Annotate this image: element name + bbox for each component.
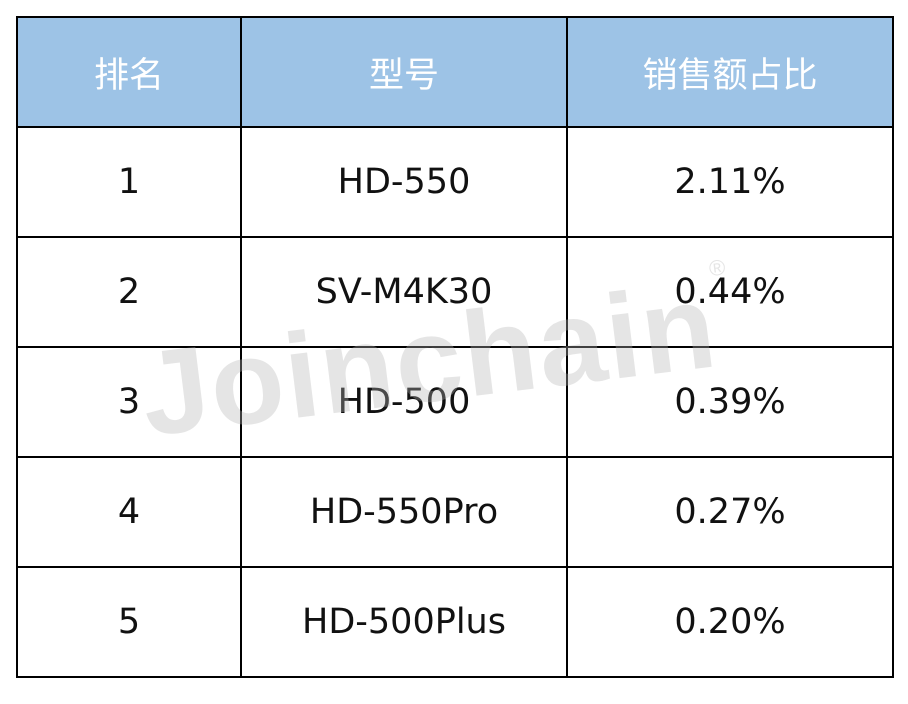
table-row: 4 HD-550Pro 0.27% xyxy=(16,456,894,568)
cell-share: 0.39% xyxy=(566,346,894,458)
table-row: 2 SV-M4K30 0.44% xyxy=(16,236,894,348)
table-row: 3 HD-500 0.39% xyxy=(16,346,894,458)
header-rank: 排名 xyxy=(16,16,242,128)
cell-model: HD-500Plus xyxy=(240,566,568,678)
cell-model: HD-550 xyxy=(240,126,568,238)
cell-model: HD-500 xyxy=(240,346,568,458)
cell-share: 2.11% xyxy=(566,126,894,238)
cell-share: 0.44% xyxy=(566,236,894,348)
table-row: 1 HD-550 2.11% xyxy=(16,126,894,238)
header-share: 销售额占比 xyxy=(566,16,894,128)
header-model: 型号 xyxy=(240,16,568,128)
sales-share-table: 排名 型号 销售额占比 1 HD-550 2.11% 2 SV-M4K30 0.44% 3 H… xyxy=(16,16,894,678)
cell-rank: 3 xyxy=(16,346,242,458)
cell-model: SV-M4K30 xyxy=(240,236,568,348)
cell-rank: 2 xyxy=(16,236,242,348)
header-row: 排名 型号 销售额占比 xyxy=(16,16,894,128)
table-row: 5 HD-500Plus 0.20% xyxy=(16,566,894,678)
cell-rank: 5 xyxy=(16,566,242,678)
cell-model: HD-550Pro xyxy=(240,456,568,568)
cell-rank: 1 xyxy=(16,126,242,238)
cell-share: 0.20% xyxy=(566,566,894,678)
cell-share: 0.27% xyxy=(566,456,894,568)
cell-rank: 4 xyxy=(16,456,242,568)
